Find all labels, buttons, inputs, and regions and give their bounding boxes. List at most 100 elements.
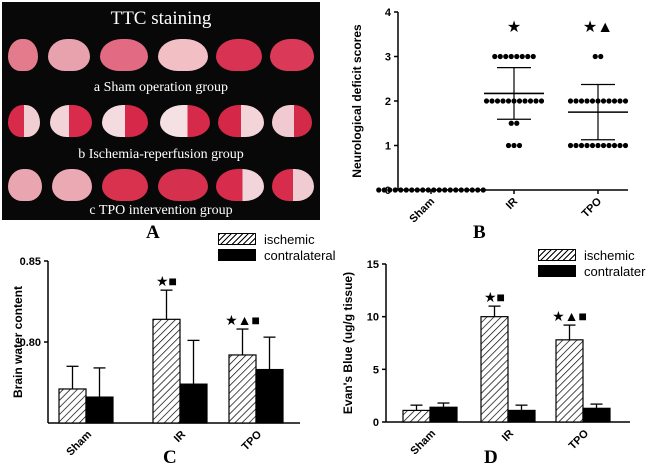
group-label-sham: a Sham operation group	[93, 80, 229, 95]
data-point	[503, 53, 509, 60]
data-point	[573, 142, 579, 149]
data-point	[469, 187, 475, 193]
ttc-staining-photo: TTC staining a Sham operation group b Is…	[2, 2, 320, 220]
data-point	[622, 142, 629, 149]
y-tick-label: 15	[367, 259, 379, 271]
brain-slice	[102, 105, 148, 137]
data-point	[508, 120, 514, 126]
y-axis-label: Evan's Blue (ug/g tissue)	[341, 272, 355, 414]
bar-contralateral	[179, 383, 208, 424]
data-point	[505, 98, 512, 104]
significance-marker: ★■	[156, 273, 177, 289]
data-point	[436, 187, 442, 193]
brain-slice	[102, 169, 148, 201]
data-point	[533, 98, 539, 104]
bar-ischemic	[402, 409, 431, 423]
data-point	[578, 142, 585, 149]
data-point	[381, 187, 387, 193]
bar-ischemic	[152, 318, 181, 424]
data-point	[611, 142, 618, 149]
y-tick-label: 4	[385, 7, 392, 19]
group-label-ir: b Ischemia-reperfusion group	[78, 147, 244, 162]
significance-marker: ★▲■	[225, 312, 260, 328]
legend-label: ischemic	[584, 247, 635, 263]
panel-letter-c: C	[163, 447, 177, 468]
data-point	[598, 53, 604, 60]
data-point	[508, 53, 514, 60]
y-tick-label: 0.85	[20, 256, 41, 268]
significance-marker: ★	[507, 19, 521, 36]
x-tick-label: IR	[500, 428, 516, 444]
bar-ischemic	[480, 316, 509, 423]
data-point	[530, 53, 536, 60]
brain-slice	[160, 105, 210, 137]
y-tick-label: 0.80	[20, 337, 41, 349]
data-point	[592, 53, 598, 60]
data-point	[442, 187, 448, 193]
panel-letter-b: B	[473, 222, 486, 243]
brain-slice	[100, 39, 148, 71]
y-tick-label: 1	[385, 141, 391, 153]
brain-slice	[52, 169, 92, 201]
data-point	[500, 98, 506, 104]
data-point	[622, 98, 629, 104]
group-label-tpo: c TPO intervention group	[89, 203, 233, 218]
x-tick-label: IR	[172, 429, 188, 445]
brain-slice	[158, 39, 208, 71]
panel-letter-d: D	[484, 447, 498, 468]
data-point	[409, 187, 415, 193]
brain-slice	[8, 105, 40, 137]
data-point	[483, 98, 490, 104]
data-point	[480, 187, 486, 193]
data-point	[392, 187, 398, 193]
chart-evans-blue: 0 5 10 15 Evan's Blue (ug/g tissue) Sham IR ★■ T…	[341, 259, 630, 457]
data-point	[519, 53, 525, 60]
legend-swatch-solid	[538, 265, 576, 277]
bar-contralateral	[582, 407, 611, 423]
data-point	[567, 142, 574, 149]
data-point	[420, 187, 426, 193]
bar-ischemic	[58, 388, 87, 424]
x-tick-label: Sham	[407, 195, 437, 225]
data-point	[453, 187, 459, 193]
legend-label: contralateral	[584, 263, 646, 279]
data-point	[464, 187, 470, 193]
bar-ischemic	[228, 354, 257, 424]
data-point	[489, 98, 495, 104]
legend-label: contralateral	[264, 247, 336, 263]
y-tick-label: 5	[373, 364, 379, 376]
brain-slice	[158, 169, 208, 201]
x-tick-label: IR	[504, 196, 520, 212]
brain-slice	[216, 169, 264, 201]
brain-slice	[8, 39, 38, 71]
data-point	[611, 98, 618, 104]
brain-slice	[272, 105, 312, 137]
bar-contralateral	[429, 406, 458, 423]
significance-marker: ★▲	[583, 19, 613, 36]
data-point	[573, 98, 579, 104]
slice-row-ir	[2, 105, 320, 145]
x-tick-label: TPO	[567, 427, 592, 452]
data-point	[494, 98, 501, 104]
significance-marker: ★▲■	[552, 308, 587, 324]
data-point	[447, 187, 453, 193]
brain-slice	[218, 105, 264, 137]
y-tick-label: 3	[385, 52, 391, 64]
y-axis-label: Brain water content	[11, 286, 25, 398]
bar-contralateral	[85, 396, 114, 424]
data-point	[398, 187, 404, 193]
data-point	[514, 120, 520, 126]
brain-slice	[48, 39, 90, 71]
significance-marker: ★■	[484, 289, 505, 305]
data-point	[525, 53, 531, 60]
y-axis-label: Neurological deficit scores	[350, 24, 364, 178]
x-tick-label: TPO	[240, 428, 265, 453]
data-point	[606, 142, 612, 149]
data-point	[589, 142, 596, 149]
data-point	[589, 98, 596, 104]
legend-d: ischemic contralateral	[538, 247, 646, 279]
data-point	[584, 142, 590, 149]
brain-slice	[216, 39, 262, 71]
data-point	[425, 187, 431, 193]
data-point	[431, 187, 437, 193]
